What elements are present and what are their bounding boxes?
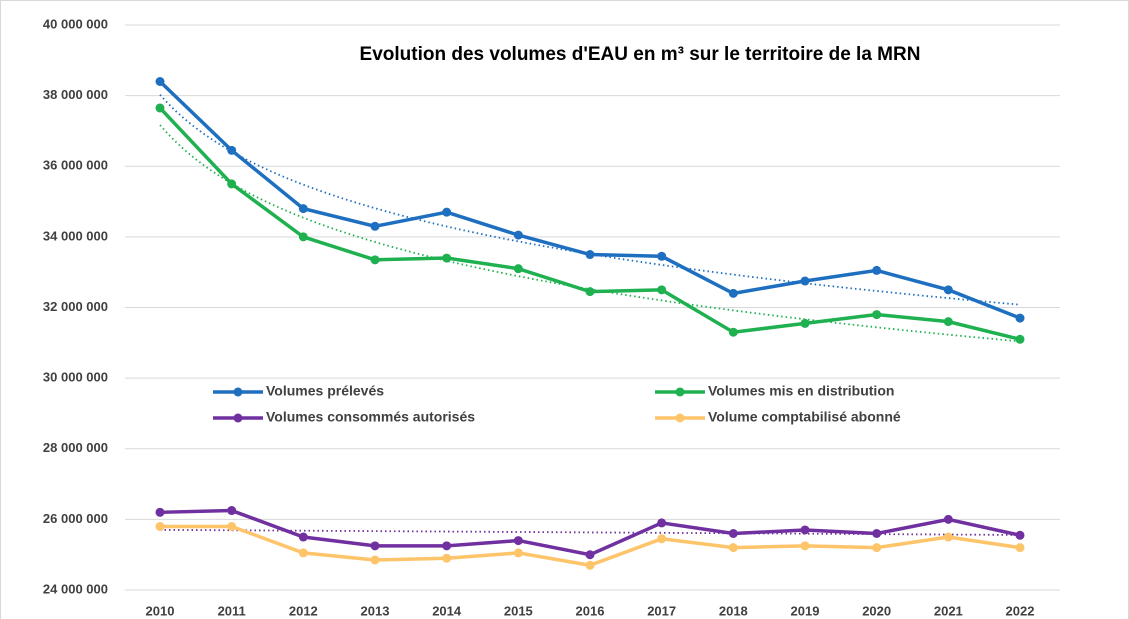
data-point — [728, 543, 738, 553]
data-point — [370, 255, 380, 265]
data-point — [800, 541, 810, 551]
data-point — [657, 534, 667, 544]
x-tick-label: 2016 — [576, 603, 605, 618]
series-line — [158, 106, 1021, 341]
data-point — [155, 77, 165, 86]
x-tick-label: 2022 — [1006, 603, 1035, 618]
x-tick-label: 2015 — [504, 603, 533, 618]
data-point — [728, 288, 738, 298]
y-tick-label: 28 000 000 — [43, 440, 108, 455]
data-point — [370, 541, 380, 551]
data-point — [1015, 334, 1025, 344]
data-point — [442, 207, 452, 217]
trendline — [159, 124, 1021, 343]
y-tick-label: 34 000 000 — [43, 228, 108, 243]
data-point — [728, 529, 738, 538]
y-tick-label: 24 000 000 — [43, 581, 108, 596]
data-point — [155, 507, 165, 517]
y-tick-label: 32 000 000 — [43, 299, 108, 314]
legend-label: Volume comptabilisé abonné — [708, 409, 901, 425]
data-point — [943, 532, 953, 542]
x-tick-label: 2021 — [934, 603, 963, 618]
data-point — [513, 230, 523, 240]
data-point — [872, 310, 882, 320]
data-point — [155, 103, 165, 113]
data-point — [943, 317, 953, 327]
y-tick-label: 26 000 000 — [43, 511, 108, 526]
x-tick-label: 2018 — [719, 603, 748, 618]
legend-label: Volumes mis en distribution — [708, 383, 894, 399]
data-point — [872, 265, 882, 275]
data-point — [227, 506, 237, 516]
y-tick-label: 38 000 000 — [43, 87, 108, 102]
data-point — [728, 327, 738, 337]
legend-marker — [675, 413, 685, 423]
data-point — [298, 204, 308, 214]
data-point — [227, 179, 237, 189]
x-tick-label: 2019 — [791, 603, 820, 618]
x-tick-label: 2013 — [361, 603, 390, 618]
x-tick-label: 2020 — [862, 603, 891, 618]
legend-label: Volumes consommés autorisés — [266, 409, 475, 425]
x-tick-label: 2011 — [218, 603, 246, 618]
data-point — [513, 264, 523, 274]
data-point — [442, 253, 452, 263]
data-point — [442, 541, 452, 551]
x-tick-label: 2012 — [289, 603, 318, 618]
data-point — [943, 285, 953, 295]
data-point — [657, 518, 667, 528]
y-tick-label: 40 000 000 — [43, 16, 108, 31]
data-point — [370, 221, 380, 231]
y-tick-label: 36 000 000 — [43, 158, 108, 173]
data-point — [1015, 530, 1025, 540]
data-point — [298, 232, 308, 242]
data-point — [585, 550, 595, 560]
data-point — [943, 514, 953, 524]
series-line — [158, 80, 1021, 320]
legend-marker — [675, 387, 685, 397]
data-point — [227, 145, 237, 155]
legend-marker — [233, 387, 243, 397]
data-point — [657, 251, 667, 261]
data-point — [585, 287, 595, 297]
data-point — [1015, 313, 1025, 323]
x-tick-label: 2010 — [146, 603, 175, 618]
data-point — [227, 521, 237, 531]
data-point — [298, 548, 308, 558]
data-point — [1015, 543, 1025, 553]
data-point — [585, 250, 595, 260]
chart-title: Evolution des volumes d'EAU en m³ sur le… — [360, 44, 921, 65]
data-point — [298, 532, 308, 542]
legend-label: Volumes prélevés — [266, 383, 384, 399]
x-tick-label: 2014 — [432, 603, 462, 618]
data-point — [800, 318, 810, 328]
data-point — [442, 553, 452, 563]
data-point — [155, 521, 165, 531]
x-tick-label: 2017 — [647, 603, 676, 618]
data-point — [872, 529, 882, 538]
data-point — [370, 555, 380, 565]
data-point — [585, 560, 595, 570]
y-tick-label: 30 000 000 — [43, 370, 108, 385]
legend-marker — [233, 413, 243, 423]
data-point — [513, 536, 523, 546]
data-point — [800, 276, 810, 286]
data-point — [872, 543, 882, 553]
data-point — [513, 548, 523, 558]
data-point — [657, 285, 667, 295]
data-point — [800, 525, 810, 535]
